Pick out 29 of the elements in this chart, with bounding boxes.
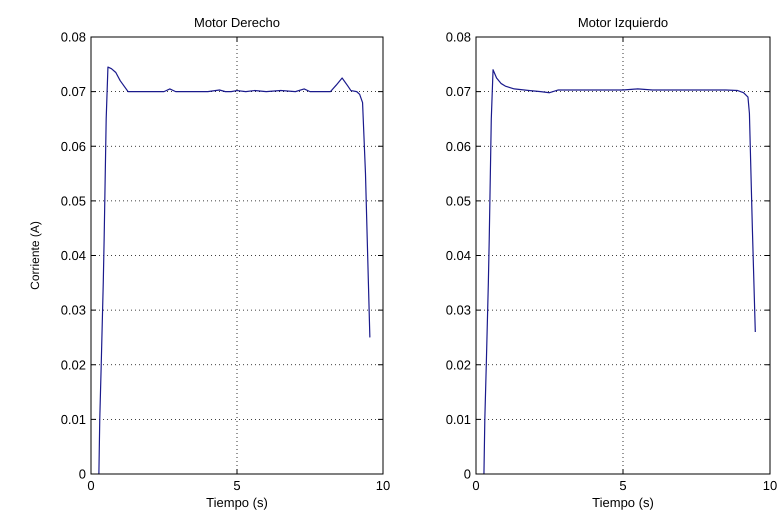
y-tick-label: 0.04 <box>446 248 471 263</box>
y-tick-label: 0.06 <box>446 138 471 154</box>
y-tick-label: 0.01 <box>446 412 471 427</box>
chart-title: Motor Izquierdo <box>578 15 668 30</box>
y-axis-title: Corriente (A) <box>28 221 42 290</box>
y-tick-label: 0.02 <box>446 357 471 372</box>
line-series <box>483 69 756 474</box>
x-axis-title: Tiempo (s) <box>592 495 654 510</box>
y-tick-label: 0.01 <box>60 412 86 427</box>
x-tick-label: 10 <box>376 478 390 493</box>
line-series <box>98 66 370 474</box>
x-tick-label: 5 <box>233 478 241 493</box>
y-tick-label: 0 <box>464 466 471 482</box>
y-tick-label: 0.03 <box>60 302 86 318</box>
y-tick-label: 0.03 <box>446 302 471 318</box>
x-tick-label: 10 <box>762 478 778 493</box>
x-axis-title: Tiempo (s) <box>206 495 268 510</box>
chart-title: Motor Derecho <box>194 15 280 30</box>
y-tick-label: 0.04 <box>60 248 86 263</box>
y-tick-label: 0.06 <box>60 138 86 154</box>
y-tick-label: 0.07 <box>60 84 86 100</box>
y-tick-label: 0.08 <box>446 30 471 44</box>
y-tick-label: 0.05 <box>446 193 471 208</box>
y-tick-label: 0.05 <box>60 193 86 208</box>
y-tick-label: 0.08 <box>60 30 86 44</box>
x-tick-label: 5 <box>619 478 627 493</box>
y-tick-label: 0 <box>78 466 86 482</box>
y-tick-label: 0.02 <box>60 357 86 372</box>
y-tick-label: 0.07 <box>446 84 471 100</box>
